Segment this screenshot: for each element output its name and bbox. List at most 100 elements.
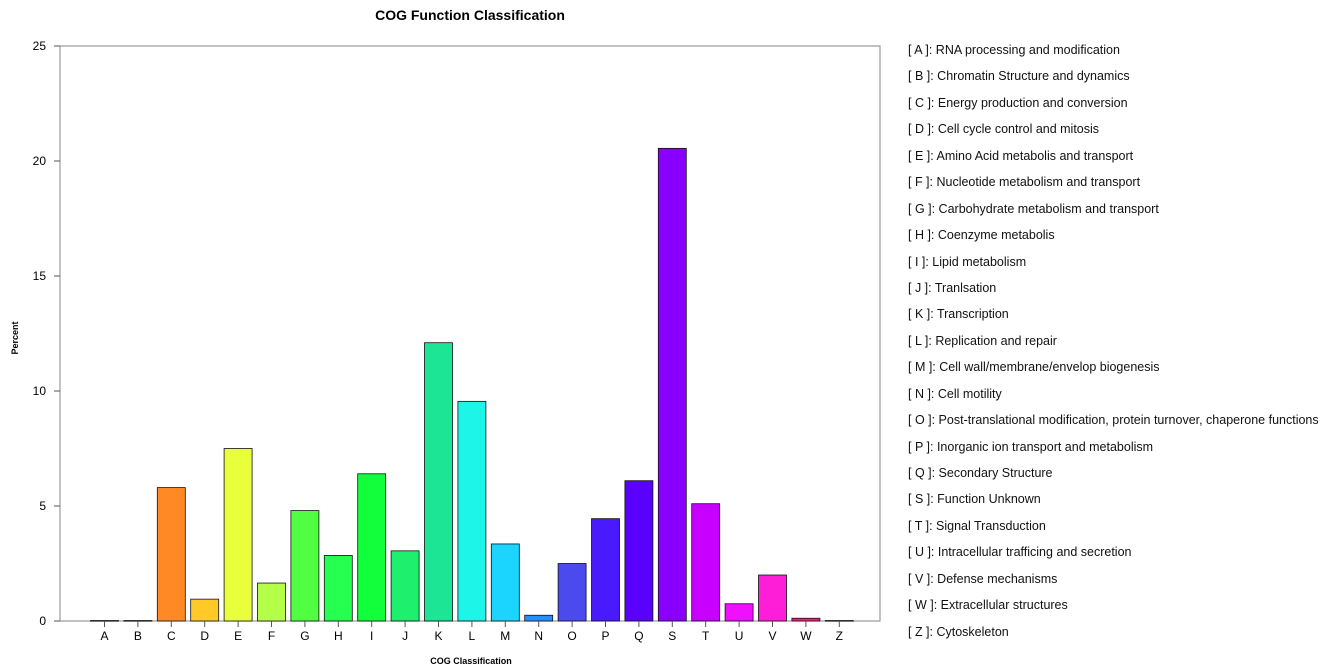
legend-item-label: [ B ]: Chromatin Structure and dynamics (908, 69, 1130, 84)
legend-item-label: [ V ]: Defense mechanisms (908, 571, 1058, 586)
y-tick-label: 25 (33, 39, 47, 53)
y-tick-label: 15 (33, 269, 47, 283)
legend-item-label: [ U ]: Intracellular trafficing and secr… (908, 545, 1132, 560)
legend-item-label: [ D ]: Cell cycle control and mitosis (908, 122, 1100, 137)
legend-item-Q: [ Q ]: Secondary Structure (908, 461, 1318, 487)
x-tick-label-J: J (402, 629, 408, 643)
legend-item-O: [ O ]: Post-translational modification, … (908, 408, 1318, 434)
y-tick-label: 20 (33, 154, 47, 168)
x-tick-label-T: T (702, 629, 710, 643)
bar-P (591, 518, 620, 622)
legend: [ A ]: RNA processing and modification [ … (908, 38, 1318, 646)
bar-I (357, 473, 387, 622)
y-tick-label: 0 (39, 614, 46, 628)
y-axis: 0 5 10 15 20 25 (33, 39, 60, 628)
x-tick-label-Q: Q (634, 629, 643, 643)
legend-item-U: [ U ]: Intracellular trafficing and secr… (908, 540, 1318, 566)
bar-U (724, 603, 754, 622)
bar-D (190, 598, 220, 622)
legend-item-J: [ J ]: Tranlsation (908, 276, 1318, 302)
legend-item-label: [ Q ]: Secondary Structure (908, 466, 1053, 480)
legend-item-V: [ V ]: Defense mechanisms (908, 567, 1318, 593)
legend-item-P: [ P ]: Inorganic ion transport and metab… (908, 435, 1318, 461)
bar-F (257, 582, 286, 622)
bar-J (390, 550, 420, 622)
x-tick-label-D: D (200, 629, 209, 643)
legend-item-G: [ G ]: Carbohydrate metabolism and trans… (908, 197, 1318, 223)
legend-item-D: [ D ]: Cell cycle control and mitosis (908, 117, 1318, 143)
bar-H (323, 555, 353, 622)
legend-item-label: [ K ]: Transcription (908, 307, 1009, 322)
x-tick-label-N: N (534, 629, 543, 643)
legend-item-A: [ A ]: RNA processing and modification (908, 38, 1318, 64)
legend-item-label: [ H ]: Coenzyme metabolis (908, 228, 1055, 243)
x-tick-label-O: O (567, 629, 576, 643)
legend-item-Z: [ Z ]: Cytoskeleton (908, 620, 1318, 646)
legend-item-M: [ M ]: Cell wall/membrane/envelop biogen… (908, 355, 1318, 381)
y-tick-label: 5 (39, 499, 46, 513)
legend-item-W: [ W ]: Extracellular structures (908, 593, 1318, 619)
legend-item-label: [ T ]: Signal Transduction (908, 518, 1046, 533)
legend-item-label: [ A ]: RNA processing and modification (908, 43, 1120, 57)
legend-item-label: [ M ]: Cell wall/membrane/envelop biogen… (908, 360, 1160, 375)
bar-N (524, 614, 554, 622)
bar-E (223, 448, 253, 622)
x-tick-label-F: F (268, 629, 275, 643)
y-axis-label: Percent (10, 321, 20, 354)
legend-item-T: [ T ]: Signal Transduction (908, 514, 1318, 540)
x-tick-label-E: E (234, 629, 242, 643)
legend-item-K: [ K ]: Transcription (908, 302, 1318, 328)
x-tick-label-P: P (601, 629, 609, 643)
legend-item-E: [ E ]: Amino Acid metabolis and transpor… (908, 144, 1318, 170)
x-tick-label-V: V (768, 629, 776, 643)
x-tick-label-A: A (100, 629, 108, 643)
legend-item-label: [ Z ]: Cytoskeleton (908, 624, 1009, 639)
bar-M (490, 543, 520, 622)
bar-O (557, 563, 587, 622)
chart-plot: COG Function Classification Percent COG … (10, 7, 881, 666)
x-tick-label-C: C (167, 629, 176, 643)
legend-item-label: [ L ]: Replication and repair (908, 333, 1057, 348)
bar-V (758, 574, 787, 622)
bar-W (791, 617, 821, 622)
legend-item-L: [ L ]: Replication and repair (908, 329, 1318, 355)
y-tick-label: 10 (33, 384, 47, 398)
legend-item-label: [ F ]: Nucleotide metabolism and transpo… (908, 175, 1141, 190)
legend-item-S: [ S ]: Function Unknown (908, 487, 1318, 513)
legend-item-label: [ G ]: Carbohydrate metabolism and trans… (908, 201, 1159, 216)
legend-item-label: [ N ]: Cell motility (908, 386, 1002, 401)
legend-item-label: [ O ]: Post-translational modification, … (908, 413, 1318, 428)
x-tick-label-L: L (469, 629, 476, 643)
legend-item-B: [ B ]: Chromatin Structure and dynamics (908, 64, 1318, 90)
bar-K (424, 342, 453, 622)
legend-item-N: [ N ]: Cell motility (908, 382, 1318, 408)
legend-item-label: [ W ]: Extracellular structures (908, 598, 1068, 613)
legend-item-label: [ C ]: Energy production and conversion (908, 95, 1128, 110)
x-tick-label-Z: Z (836, 629, 843, 643)
legend-item-I: [ I ]: Lipid metabolism (908, 250, 1318, 276)
bar-T (691, 503, 721, 622)
x-tick-label-S: S (668, 629, 676, 643)
x-tick-label-M: M (500, 629, 510, 643)
legend-item-label: [ J ]: Tranlsation (908, 280, 997, 295)
x-tick-label-I: I (370, 629, 373, 643)
legend-item-H: [ H ]: Coenzyme metabolis (908, 223, 1318, 249)
x-tick-label-B: B (134, 629, 142, 643)
x-tick-label-K: K (434, 629, 442, 643)
legend-item-C: [ C ]: Energy production and conversion (908, 91, 1318, 117)
legend-item-label: [ E ]: Amino Acid metabolis and transpor… (908, 148, 1134, 163)
bars-group (90, 147, 854, 622)
legend-item-label: [ S ]: Function Unknown (908, 492, 1041, 507)
bar-G (290, 510, 320, 622)
bar-C (156, 487, 186, 622)
bar-Q (624, 480, 654, 622)
legend-item-F: [ F ]: Nucleotide metabolism and transpo… (908, 170, 1318, 196)
legend-item-label: [ I ]: Lipid metabolism (908, 254, 1027, 269)
x-tick-label-U: U (735, 629, 744, 643)
x-axis-label: COG Classification (430, 656, 512, 666)
bar-S (657, 147, 687, 622)
bar-L (457, 400, 487, 622)
x-tick-label-H: H (334, 629, 343, 643)
